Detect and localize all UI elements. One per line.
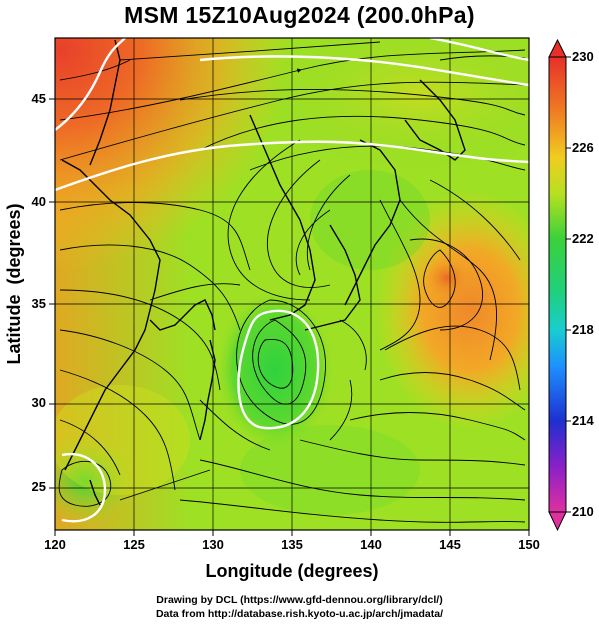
colorbar-tick-label: 226 (572, 140, 594, 155)
colorbar-bottom-arrow (548, 511, 567, 532)
x-tick-label: 135 (281, 537, 303, 552)
credits: Drawing by DCL (https://www.gfd-dennou.o… (0, 593, 599, 621)
credit-drawing: Drawing by DCL (https://www.gfd-dennou.o… (156, 594, 443, 606)
colorbar-gradient (548, 56, 567, 513)
colorbar-tick-label: 214 (572, 413, 594, 428)
colorbar-tick-label: 222 (572, 231, 594, 246)
contour-lines (55, 38, 529, 523)
graticule (55, 38, 529, 530)
y-tick-label: 45 (32, 91, 46, 106)
x-tick-label: 140 (360, 537, 382, 552)
x-tick-label: 130 (202, 537, 224, 552)
y-tick-label: 30 (32, 395, 46, 410)
y-axis-label: Latitude (degrees) (4, 203, 24, 364)
x-axis: 120 125 130 135 140 145 150 Longitude (d… (44, 530, 540, 581)
x-tick-label: 125 (123, 537, 145, 552)
colorbar-tick-label: 210 (572, 504, 594, 519)
x-tick-label: 120 (44, 537, 66, 552)
y-tick-label: 35 (32, 296, 46, 311)
chart-title: MSM 15Z10Aug2024 (200.0hPa) (124, 2, 475, 28)
colorbar-tick-label: 218 (572, 322, 594, 337)
y-axis: 25 30 35 40 45 Latitude (degrees) (4, 91, 55, 494)
y-tick-label: 40 (32, 194, 46, 209)
temperature-field (55, 38, 529, 530)
colorbar-top-arrow (548, 38, 567, 58)
x-tick-label: 145 (439, 537, 461, 552)
streamlines (58, 41, 526, 523)
colorbar-tick-label: 230 (572, 49, 594, 64)
x-axis-label: Longitude (degrees) (205, 561, 378, 581)
x-tick-label: 150 (518, 537, 540, 552)
y-tick-label: 25 (32, 479, 46, 494)
credit-data-source: Data from http://database.rish.kyoto-u.a… (155, 608, 444, 620)
colorbar: 230 226 222 218 214 210 (548, 38, 594, 532)
